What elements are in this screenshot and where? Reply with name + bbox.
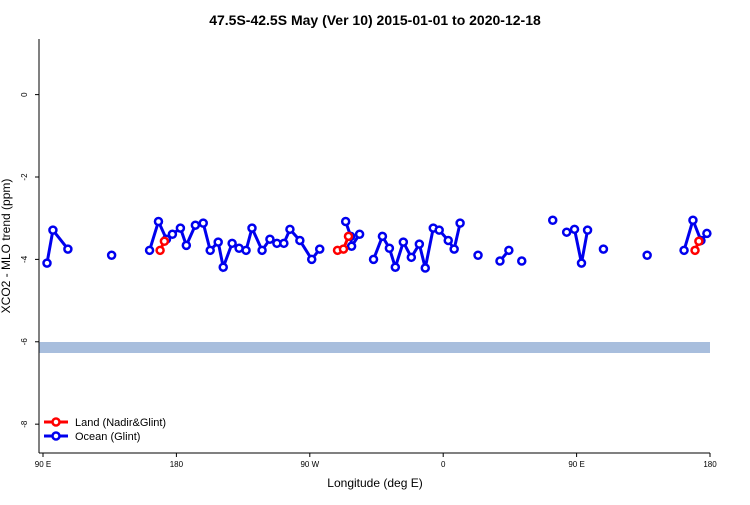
ocean-band [39, 342, 710, 353]
point [346, 241, 357, 251]
x-tick-label: 90 W [300, 460, 319, 469]
point [368, 254, 379, 265]
point [218, 262, 228, 272]
legend-label: Land (Nadir&Glint) [75, 417, 166, 429]
point [338, 244, 349, 254]
y-tick-label: -8 [20, 420, 29, 428]
y-tick-label: -2 [20, 173, 29, 181]
point [285, 224, 295, 235]
point [257, 245, 267, 256]
point [377, 231, 388, 242]
point [473, 250, 483, 261]
x-tick-label: 180 [170, 460, 184, 469]
point [384, 243, 395, 254]
point [434, 225, 444, 235]
point [295, 235, 305, 246]
point [227, 238, 237, 249]
legend-marker [51, 431, 61, 441]
point [190, 220, 201, 230]
y-tick-label: 0 [20, 92, 29, 97]
point [398, 237, 409, 247]
point [265, 234, 275, 244]
point [504, 245, 514, 256]
point [198, 218, 208, 228]
point [561, 227, 572, 237]
point [547, 215, 558, 226]
point [144, 245, 155, 256]
point [205, 245, 215, 256]
y-tick-label: -4 [20, 255, 29, 263]
x-tick-label: 90 E [35, 460, 51, 469]
point [279, 238, 289, 249]
point [390, 262, 401, 272]
point [155, 245, 165, 256]
point [63, 244, 73, 254]
point [181, 240, 192, 251]
point [688, 215, 698, 226]
point [153, 216, 164, 227]
point [340, 216, 351, 227]
point [159, 236, 170, 247]
point [343, 231, 354, 242]
chart-title: 47.5S-42.5S May (Ver 10) 2015-01-01 to 2… [209, 12, 541, 28]
point [175, 223, 186, 233]
point [517, 256, 527, 266]
point [495, 256, 505, 266]
point [106, 250, 117, 261]
point [247, 223, 257, 233]
legend-label: Ocean (Glint) [75, 431, 140, 443]
point [241, 245, 251, 256]
y-axis-label: XCO2 - MLO trend (ppm) [0, 179, 13, 314]
point [642, 250, 652, 261]
point [582, 225, 593, 235]
point [598, 244, 609, 254]
legend-marker [51, 417, 61, 427]
point [576, 258, 587, 268]
point [449, 244, 459, 254]
y-tick-label: -6 [20, 338, 29, 346]
point [414, 239, 425, 249]
x-tick-label: 180 [703, 460, 717, 469]
point [406, 252, 417, 263]
point [42, 258, 52, 268]
point [443, 235, 453, 246]
x-tick-label: 0 [441, 460, 446, 469]
point [354, 229, 365, 240]
point [569, 224, 580, 235]
x-tick-label: 90 E [568, 460, 584, 469]
x-axis-label: Longitude (deg E) [327, 476, 422, 490]
point [694, 236, 704, 247]
point [420, 263, 431, 273]
point [679, 245, 689, 256]
point [48, 225, 58, 235]
point [314, 244, 325, 254]
point [213, 237, 223, 247]
point [702, 228, 712, 239]
point [167, 229, 178, 240]
point [690, 245, 700, 256]
point [455, 218, 465, 228]
point [306, 254, 317, 265]
